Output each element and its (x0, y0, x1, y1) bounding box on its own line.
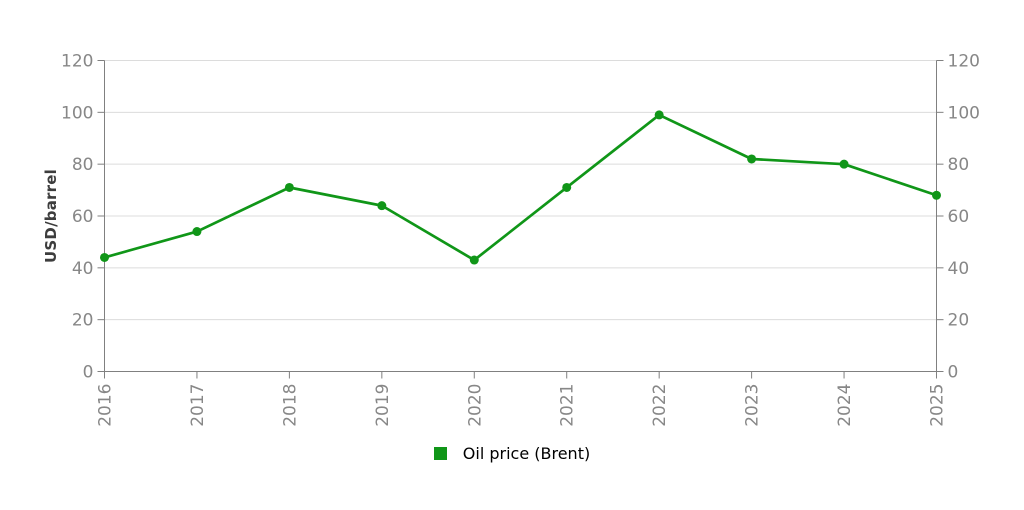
x-tick-label: 2017 (188, 384, 208, 427)
legend-label: Oil price (Brent) (462, 444, 591, 463)
y-tick-label-right: 0 (948, 363, 959, 383)
y-tick-label-left: 40 (72, 259, 94, 279)
data-point-marker (377, 201, 387, 211)
y-tick-label-left: 120 (61, 52, 93, 72)
y-axis-title: USD/barrel (42, 169, 60, 263)
y-tick-label-left: 60 (72, 207, 94, 227)
data-point-marker (192, 227, 202, 237)
y-tick-label-left: 0 (83, 363, 94, 383)
data-point-marker (932, 190, 941, 200)
x-tick-label: 2019 (373, 384, 393, 427)
y-tick-label-right: 100 (948, 103, 980, 123)
x-tick-label: 2024 (835, 384, 855, 427)
y-tick-label-left: 100 (61, 103, 93, 123)
x-tick-label: 2018 (280, 384, 300, 427)
data-point-marker (839, 159, 849, 169)
x-tick-label: 2021 (558, 384, 578, 427)
series-line (103, 113, 938, 262)
legend-item: Oil price (Brent) (433, 444, 591, 463)
y-tick-label-right: 20 (948, 311, 970, 331)
x-tick-label: 2020 (465, 384, 485, 427)
x-tick-label: 2016 (96, 384, 116, 427)
data-point-marker (284, 182, 294, 192)
legend-swatch-icon (433, 447, 447, 460)
y-tick-label-left: 80 (72, 155, 94, 175)
legend: Oil price (Brent) (0, 444, 1024, 463)
y-tick-label-right: 80 (948, 155, 970, 175)
data-point-marker (469, 255, 479, 265)
y-tick-label-right: 60 (948, 207, 970, 227)
y-tick-label-left: 20 (72, 311, 94, 331)
y-tick-label-right: 40 (948, 259, 970, 279)
x-tick-label: 2025 (928, 384, 948, 427)
y-tick-label-right: 120 (948, 52, 980, 72)
data-point-marker (747, 154, 757, 164)
data-point-marker (100, 252, 109, 262)
data-point-marker (562, 182, 572, 192)
x-tick-label: 2022 (650, 384, 670, 427)
x-tick-label: 2023 (743, 384, 763, 427)
data-point-marker (654, 110, 664, 120)
